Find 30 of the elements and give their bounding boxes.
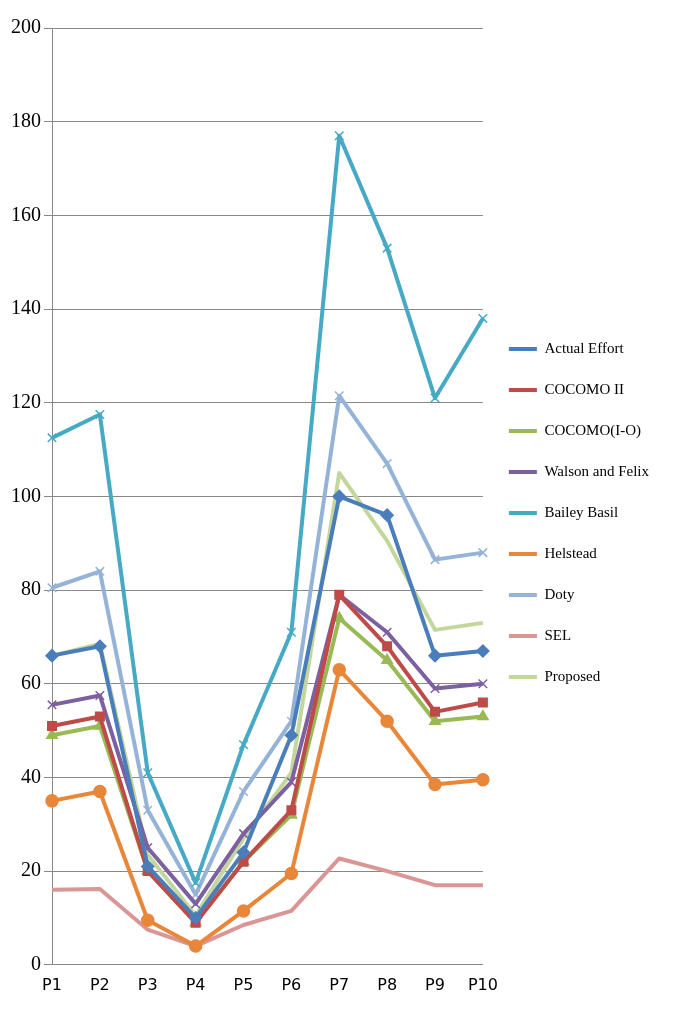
y-tick-label: 160: [11, 202, 41, 225]
y-tick-label: 140: [11, 296, 41, 319]
x-tick-label: P2: [89, 974, 110, 994]
x-tick-label: P1: [42, 974, 62, 994]
x-tick-label: P6: [281, 974, 302, 994]
legend-label: Helstead: [544, 544, 598, 561]
legend-label: COCOMO II: [544, 380, 624, 397]
y-tick-label: 20: [21, 858, 41, 881]
x-tick-label: P7: [329, 974, 350, 994]
x-tick-label: P8: [377, 974, 398, 994]
legend-label: Proposed: [544, 667, 601, 684]
y-tick-label: 0: [31, 952, 41, 975]
y-tick-label: 120: [11, 389, 41, 412]
y-tick-label: 40: [21, 764, 41, 787]
x-tick-label: P9: [425, 974, 445, 994]
y-tick-label: 200: [11, 15, 41, 38]
x-tick-label: P4: [185, 974, 206, 994]
y-tick-label: 180: [11, 108, 41, 131]
x-tick-label: P3: [137, 974, 158, 994]
x-tick-label: P5: [233, 974, 254, 994]
legend-label: Walson and Felix: [544, 462, 650, 479]
y-tick-label: 80: [21, 577, 41, 600]
legend-label: Actual Effort: [544, 339, 625, 356]
y-tick-label: 100: [11, 483, 41, 506]
legend-label: Bailey Basil: [544, 503, 619, 520]
legend-label: COCOMO(I-O): [544, 421, 642, 439]
legend-label: Doty: [544, 585, 575, 602]
legend-label: SEL: [544, 626, 572, 643]
y-tick-label: 60: [21, 671, 41, 694]
x-tick-label: P10: [467, 974, 498, 994]
